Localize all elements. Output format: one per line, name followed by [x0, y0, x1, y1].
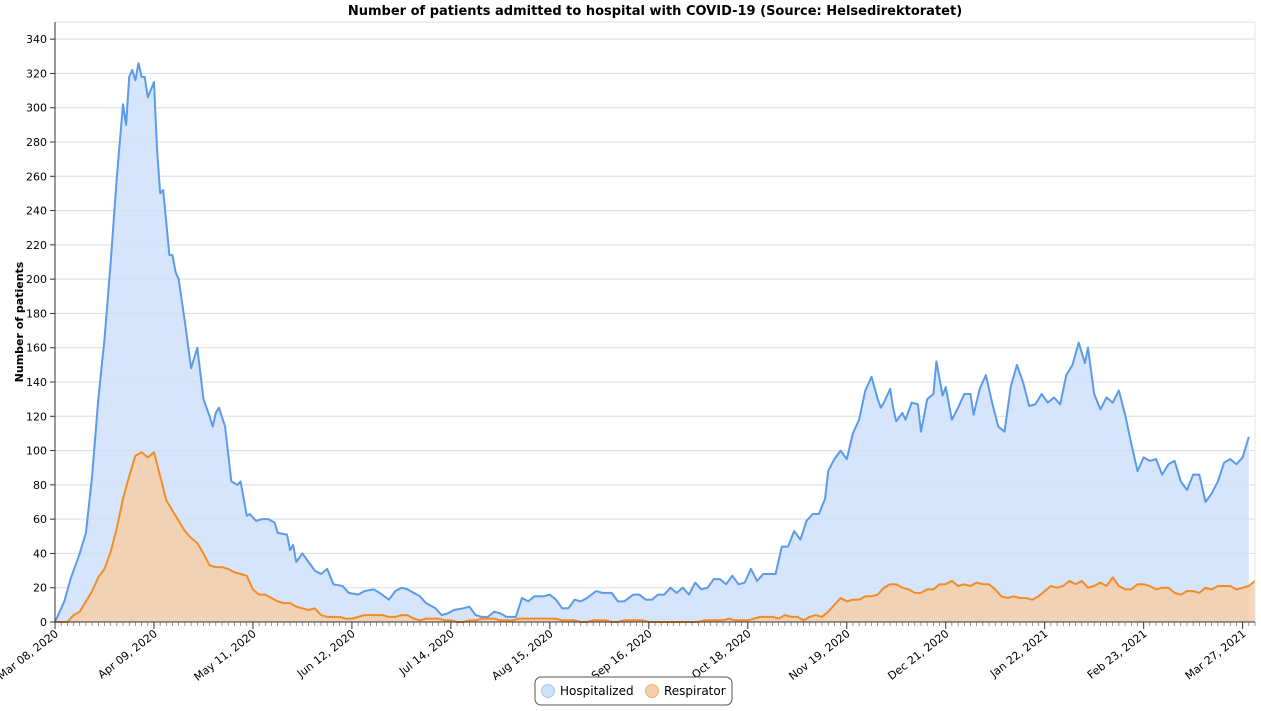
y-tick-label: 100: [26, 445, 47, 458]
legend-respirator-label[interactable]: Respirator: [664, 684, 726, 698]
x-tick-label: Nov 19, 2020: [786, 627, 852, 683]
y-axis-label: Number of patients: [13, 261, 26, 382]
area-fill-hospitalized: [55, 63, 1249, 623]
y-tick-label: 60: [33, 513, 47, 526]
legend-respirator-marker[interactable]: [645, 684, 659, 698]
series-line-hospitalized: [54, 62, 1250, 623]
x-tick-label: Jan 22, 2021: [987, 627, 1051, 681]
x-tick-label: May 11, 2020: [191, 627, 258, 684]
y-tick-label: 0: [40, 616, 47, 629]
x-tick-label: Dec 21, 2020: [885, 627, 951, 683]
x-tick-label: Jul 14, 2020: [396, 627, 457, 678]
y-tick-label: 320: [26, 67, 47, 80]
y-tick-label: 160: [26, 342, 47, 355]
y-tick-label: 260: [26, 170, 47, 183]
grid-lines: [55, 38, 1255, 589]
y-tick-label: 180: [26, 307, 47, 320]
y-tick-label: 220: [26, 239, 47, 252]
x-tick-label: Oct 18, 2020: [689, 627, 753, 681]
chart-title: Number of patients admitted to hospital …: [348, 4, 962, 19]
x-tick-label: Jun 12, 2020: [294, 627, 358, 681]
x-tick-label: Apr 09, 2020: [95, 627, 159, 681]
x-ticks: Mar 08, 2020 Apr 09, 2020 May 11, 2020 Jun …: [0, 622, 1256, 684]
y-tick-label: 200: [26, 273, 47, 286]
y-tick-label: 40: [33, 547, 47, 560]
y-tick-label: 120: [26, 410, 47, 423]
legend-hospitalized-label[interactable]: Hospitalized: [560, 684, 634, 698]
y-tick-label: 280: [26, 136, 47, 149]
y-tick-label: 240: [26, 205, 47, 218]
x-tick-label: Feb 23, 2021: [1085, 627, 1150, 682]
y-tick-label: 140: [26, 376, 47, 389]
y-tick-label: 80: [33, 479, 47, 492]
x-tick-label: Mar 27, 2021: [1183, 627, 1249, 682]
x-tick-label: Mar 08, 2020: [0, 627, 61, 682]
legend-hospitalized-marker[interactable]: [541, 684, 555, 698]
y-tick-label: 20: [33, 582, 47, 595]
area-series: [54, 62, 1256, 623]
y-tick-label: 340: [26, 33, 47, 46]
y-tick-label: 300: [26, 102, 47, 115]
legend-box: [534, 676, 733, 706]
x-tick-label: Sep 16, 2020: [589, 627, 655, 682]
legend[interactable]: Hospitalized Respirator: [534, 676, 733, 706]
area-fill-respirator: [55, 452, 1255, 622]
y-ticks: 0 20 40 60 80 100 120 140 160 180 200 220 240 260 280 3…: [26, 33, 55, 629]
x-tick-label: Aug 15, 2020: [489, 627, 555, 683]
